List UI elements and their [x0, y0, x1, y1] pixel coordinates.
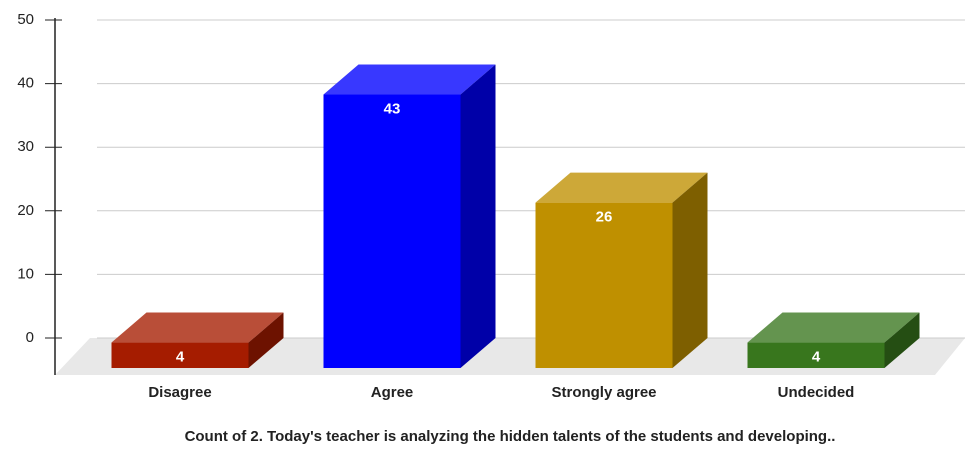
y-tick-label: 50	[17, 11, 34, 28]
bar-top	[111, 312, 284, 343]
bar-top	[747, 312, 920, 343]
bar-side	[884, 312, 920, 368]
bar-side	[460, 64, 496, 369]
value-label: 26	[596, 209, 613, 226]
value-label: 4	[812, 349, 821, 366]
bar-top	[323, 64, 496, 95]
y-tick-label: 40	[17, 75, 34, 92]
x-tick-label: Strongly agree	[551, 384, 656, 401]
floor	[55, 338, 965, 375]
value-label: 43	[384, 100, 401, 117]
y-tick-label: 30	[17, 138, 34, 155]
bar-side	[248, 312, 284, 368]
x-tick-label: Agree	[371, 384, 414, 401]
bar-side	[672, 172, 708, 368]
y-tick-label: 10	[17, 265, 34, 282]
bar	[323, 94, 461, 369]
bar-top	[535, 172, 708, 203]
bar	[111, 342, 249, 368]
x-tick-label: Disagree	[148, 384, 211, 401]
bar	[535, 202, 673, 368]
chart-title: Count of 2. Today's teacher is analyzing…	[185, 428, 836, 445]
value-label: 4	[176, 349, 185, 366]
y-tick-label: 20	[17, 202, 34, 219]
y-tick-label: 0	[26, 329, 34, 346]
x-tick-label: Undecided	[778, 384, 855, 401]
bar	[747, 342, 885, 368]
